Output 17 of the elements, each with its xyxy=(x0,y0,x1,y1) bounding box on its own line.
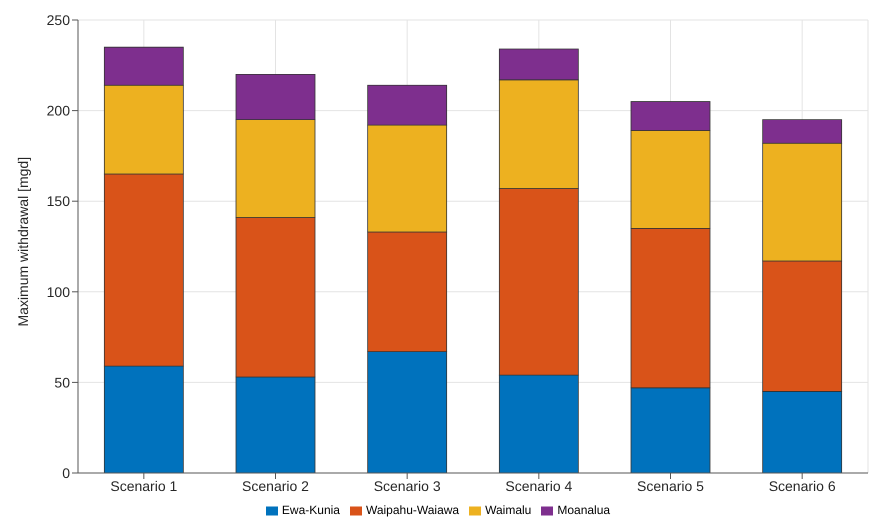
y-tick-label: 100 xyxy=(46,284,70,300)
y-tick-label: 0 xyxy=(62,464,70,481)
x-tick-label: Scenario 2 xyxy=(242,478,310,494)
x-tick-label: Scenario 1 xyxy=(110,478,178,494)
x-tick-label: Scenario 6 xyxy=(768,478,836,494)
x-tick-label: Scenario 4 xyxy=(505,478,573,494)
legend-label: Waimalu xyxy=(485,503,532,517)
legend-label: Ewa-Kunia xyxy=(282,503,340,517)
y-tick-label: 200 xyxy=(46,102,70,119)
y-tick-label: 250 xyxy=(46,12,70,28)
legend-label: Moanalua xyxy=(557,503,610,517)
x-tick-label: Scenario 5 xyxy=(637,478,704,494)
legend-label: Waipahu-Waiawa xyxy=(366,503,460,517)
y-axis-title: Maximum withdrawal [mgd] xyxy=(14,156,31,326)
y-tick-label: 150 xyxy=(46,193,70,210)
y-tick-label: 50 xyxy=(54,374,70,390)
x-tick-label: Scenario 3 xyxy=(374,478,441,494)
